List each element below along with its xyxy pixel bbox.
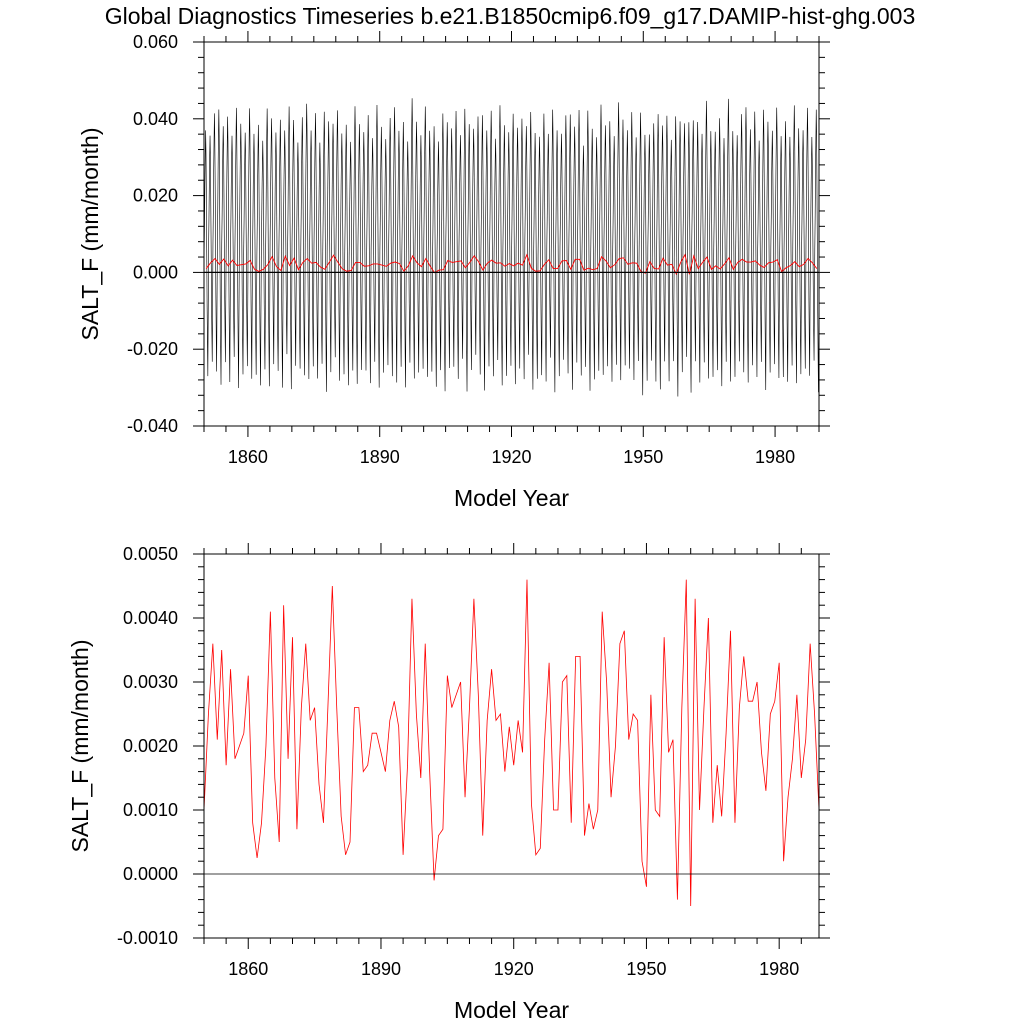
- bottom-panel-ticks: [193, 543, 830, 949]
- bottom-panel-y-axis-title: SALT_F (mm/month): [67, 640, 93, 853]
- top-panel-x-tick-label: 1920: [491, 447, 531, 467]
- top-panel-tick-labels: 1860 1890 1920 1950 1980 -0.040 -0.020 0.000 0.0…: [127, 32, 795, 467]
- top-panel-y-tick-label: 0.020: [133, 186, 178, 206]
- bottom-panel-y-tick-label: 0.0020: [123, 736, 178, 756]
- bottom-panel-y-tick-label: 0.0010: [123, 800, 178, 820]
- top-panel-y-tick-label: -0.020: [127, 339, 178, 359]
- bottom-panel-x-tick-label: 1890: [361, 959, 401, 979]
- top-panel-x-axis-title: Model Year: [454, 485, 569, 511]
- top-panel-x-tick-label: 1860: [228, 447, 268, 467]
- bottom-panel-y-tick-label: -0.0010: [117, 928, 178, 948]
- bottom-panel: 1860 1890 1920 1950 1980 -0.0010 0.0000 0.0010 0…: [67, 543, 830, 1023]
- bottom-panel-y-tick-label: 0.0030: [123, 672, 178, 692]
- top-panel-frame: [203, 41, 820, 427]
- bottom-panel-series: [203, 579, 820, 907]
- annual-mean-series-line: [205, 253, 818, 276]
- bottom-panel-x-axis-title: Model Year: [454, 997, 569, 1023]
- bottom-panel-x-tick-label: 1860: [228, 959, 268, 979]
- top-panel: 1860 1890 1920 1950 1980 -0.040 -0.020 0.000 0.0…: [77, 31, 830, 511]
- top-panel-ticks: [193, 31, 830, 437]
- bottom-panel-y-tick-label: 0.0000: [123, 864, 178, 884]
- monthly-series-line: [203, 98, 820, 397]
- top-panel-y-tick-label: -0.040: [127, 416, 178, 436]
- top-panel-x-tick-label: 1950: [623, 447, 663, 467]
- top-panel-x-tick-label: 1890: [360, 447, 400, 467]
- top-panel-y-tick-label: 0.040: [133, 109, 178, 129]
- top-panel-y-tick-label: 0.000: [133, 262, 178, 282]
- top-panel-y-axis-title: SALT_F (mm/month): [77, 128, 103, 341]
- bottom-panel-tick-labels: 1860 1890 1920 1950 1980 -0.0010 0.0000 0.0010 0…: [117, 544, 799, 979]
- annual-series-line: [203, 579, 820, 907]
- bottom-panel-y-tick-label: 0.0040: [123, 608, 178, 628]
- top-panel-y-tick-label: 0.060: [133, 32, 178, 52]
- bottom-panel-x-tick-label: 1950: [626, 959, 666, 979]
- top-panel-series: [203, 98, 820, 397]
- bottom-panel-y-tick-label: 0.0050: [123, 544, 178, 564]
- bottom-panel-frame: [203, 553, 820, 939]
- bottom-panel-x-tick-label: 1920: [494, 959, 534, 979]
- top-panel-x-tick-label: 1980: [755, 447, 795, 467]
- figure-title: Global Diagnostics Timeseries b.e21.B185…: [105, 3, 916, 29]
- bottom-panel-x-tick-label: 1980: [759, 959, 799, 979]
